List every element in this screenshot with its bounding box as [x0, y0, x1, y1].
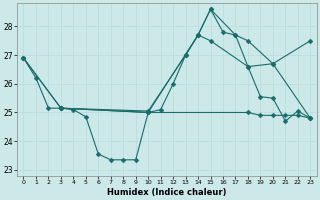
X-axis label: Humidex (Indice chaleur): Humidex (Indice chaleur)	[107, 188, 227, 197]
